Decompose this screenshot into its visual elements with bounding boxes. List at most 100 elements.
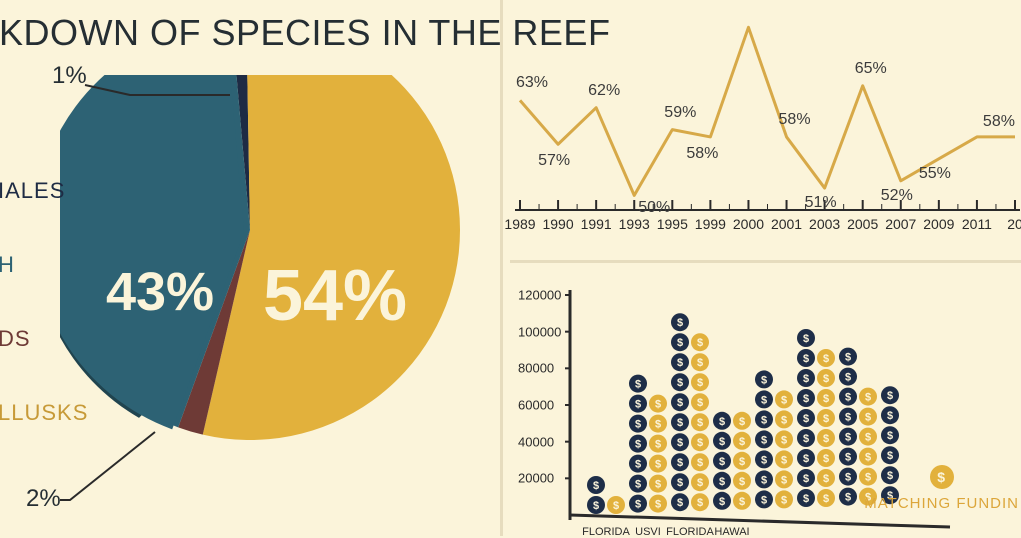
svg-text:$: $ xyxy=(823,473,829,485)
pie-chart: 43% 54% xyxy=(60,75,490,520)
svg-text:$: $ xyxy=(697,337,703,349)
bar-x-label: HAWAI xyxy=(714,526,749,538)
svg-text:$: $ xyxy=(739,456,745,468)
line-x-label: 2003 xyxy=(809,216,840,232)
svg-text:$: $ xyxy=(677,397,683,409)
pie-panel: EAKDOWN OF SPECIES IN THE REEF 43%54% 1%… xyxy=(0,0,490,536)
svg-text:$: $ xyxy=(593,480,599,492)
line-value-label: 55% xyxy=(919,165,951,183)
line-x-label: 2005 xyxy=(847,216,878,232)
svg-text:$: $ xyxy=(781,454,787,466)
svg-text:$: $ xyxy=(803,333,809,345)
line-value-label: 63% xyxy=(516,74,548,92)
svg-text:43%: 43% xyxy=(106,262,214,322)
line-x-label: 1991 xyxy=(581,216,612,232)
bar-y-label: 80000 xyxy=(518,361,554,376)
bar-y-label: 20000 xyxy=(518,471,554,486)
line-x-label: 1999 xyxy=(695,216,726,232)
svg-text:$: $ xyxy=(697,357,703,369)
pie-callout-1pct: 1% xyxy=(52,62,87,90)
svg-text:$: $ xyxy=(865,412,871,424)
legend-matching-funding-label: MATCHING FUNDIN xyxy=(864,495,1019,512)
svg-text:$: $ xyxy=(719,456,725,468)
svg-text:$: $ xyxy=(761,414,767,426)
svg-text:$: $ xyxy=(635,419,641,431)
svg-text:$: $ xyxy=(635,499,641,511)
line-x-label: 2000 xyxy=(733,216,764,232)
svg-text:$: $ xyxy=(781,394,787,406)
svg-text:54%: 54% xyxy=(263,256,407,336)
svg-text:$: $ xyxy=(781,434,787,446)
svg-text:$: $ xyxy=(719,496,725,508)
bar-y-label: 100000 xyxy=(518,324,561,339)
svg-text:$: $ xyxy=(887,390,893,402)
svg-text:$: $ xyxy=(803,373,809,385)
svg-text:$: $ xyxy=(677,377,683,389)
line-x-label: 1995 xyxy=(657,216,688,232)
svg-text:$: $ xyxy=(823,493,829,505)
svg-text:$: $ xyxy=(719,476,725,488)
svg-text:$: $ xyxy=(845,452,851,464)
svg-text:$: $ xyxy=(781,494,787,506)
svg-text:$: $ xyxy=(803,413,809,425)
svg-text:$: $ xyxy=(823,453,829,465)
svg-text:$: $ xyxy=(823,393,829,405)
bar-x-label: FLORIDA xyxy=(582,526,630,538)
svg-text:$: $ xyxy=(719,436,725,448)
svg-text:$: $ xyxy=(655,459,661,471)
svg-text:$: $ xyxy=(761,474,767,486)
line-panel: 63%198957%199062%199150%199359%199558%19… xyxy=(510,0,1021,263)
legend-iales: IALES xyxy=(0,178,65,204)
svg-text:$: $ xyxy=(803,453,809,465)
bar-x-label: FLORIDA xyxy=(666,526,714,538)
svg-text:$: $ xyxy=(845,372,851,384)
legend-h: H xyxy=(0,252,15,278)
line-value-label: 58% xyxy=(779,111,811,129)
line-x-label: 1993 xyxy=(619,216,650,232)
svg-text:$: $ xyxy=(845,352,851,364)
line-value-label: 50% xyxy=(638,199,670,217)
svg-text:$: $ xyxy=(697,417,703,429)
legend-llusks: LLUSKS xyxy=(0,400,88,426)
svg-text:$: $ xyxy=(803,393,809,405)
bar-panel: $ $ $ $ $ $ $ $ $ $ $ $ $ $ $ $ $ $ $ $ $ $ $ $ $ $ $ $ $ $ $ $ $ $ $ $ $ $ $ $… xyxy=(510,280,1021,536)
coin-icon xyxy=(930,465,954,489)
line-value-label: 65% xyxy=(855,60,887,78)
svg-text:$: $ xyxy=(697,497,703,509)
bar-x-label: USVI xyxy=(635,526,661,538)
svg-text:$: $ xyxy=(845,392,851,404)
svg-text:$: $ xyxy=(697,477,703,489)
svg-text:$: $ xyxy=(887,450,893,462)
line-x-label: 20 xyxy=(1007,216,1021,232)
svg-text:$: $ xyxy=(823,373,829,385)
svg-text:$: $ xyxy=(677,417,683,429)
line-value-label: 52% xyxy=(881,187,913,205)
bar-y-label: 60000 xyxy=(518,398,554,413)
svg-text:$: $ xyxy=(761,434,767,446)
svg-text:$: $ xyxy=(635,479,641,491)
line-x-label: 1989 xyxy=(504,216,535,232)
svg-text:$: $ xyxy=(761,394,767,406)
svg-text:$: $ xyxy=(677,437,683,449)
svg-text:$: $ xyxy=(697,397,703,409)
svg-text:$: $ xyxy=(635,439,641,451)
svg-text:$: $ xyxy=(803,353,809,365)
svg-text:$: $ xyxy=(845,412,851,424)
svg-text:$: $ xyxy=(781,414,787,426)
line-x-label: 1990 xyxy=(542,216,573,232)
svg-text:$: $ xyxy=(803,493,809,505)
svg-text:$: $ xyxy=(739,436,745,448)
svg-text:$: $ xyxy=(823,353,829,365)
line-value-label: 62% xyxy=(588,82,620,100)
svg-text:$: $ xyxy=(845,492,851,504)
line-value-label: 59% xyxy=(664,104,696,122)
svg-text:$: $ xyxy=(677,497,683,509)
svg-text:$: $ xyxy=(593,500,599,512)
svg-text:$: $ xyxy=(761,494,767,506)
svg-text:$: $ xyxy=(865,452,871,464)
line-x-label: 2001 xyxy=(771,216,802,232)
svg-text:$: $ xyxy=(677,457,683,469)
svg-text:$: $ xyxy=(739,476,745,488)
svg-text:$: $ xyxy=(719,416,725,428)
svg-text:$: $ xyxy=(761,454,767,466)
